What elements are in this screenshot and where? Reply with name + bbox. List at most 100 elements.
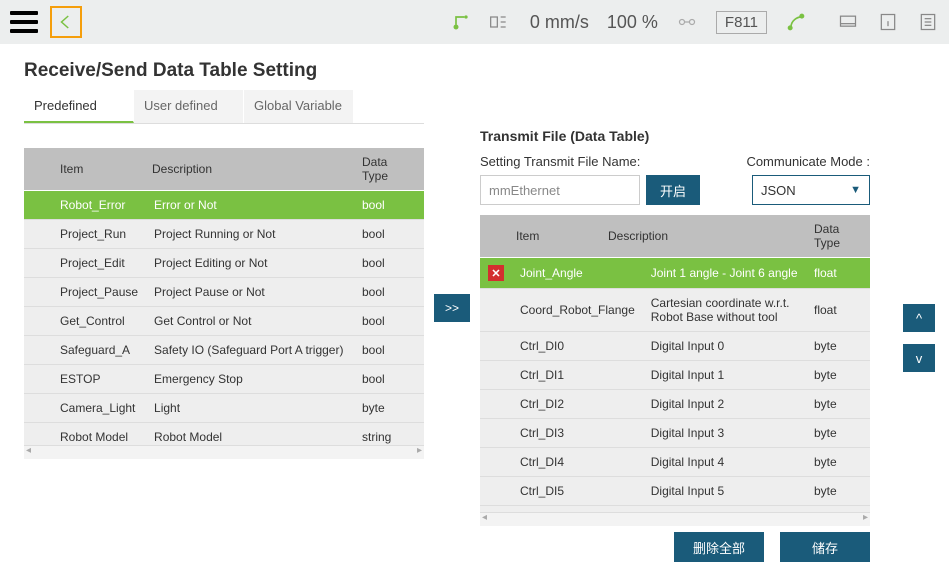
cell-type: byte [806, 390, 870, 419]
table-row[interactable]: Project_EditProject Editing or Notbool [24, 249, 424, 278]
transfer-button[interactable]: >> [434, 294, 470, 322]
cell-item: Ctrl_DI5 [512, 477, 643, 506]
table-row[interactable]: Ctrl_DI4Digital Input 4byte [480, 448, 870, 477]
table-row[interactable]: Ctrl_DI0Digital Input 0byte [480, 332, 870, 361]
tab-bar: PredefinedUser definedGlobal Variable [24, 90, 424, 124]
transmit-title: Transmit File (Data Table) [480, 128, 870, 144]
connection-icon [783, 9, 809, 35]
cell-desc: Digital Input 1 [643, 361, 806, 390]
cell-item: Get_Control [52, 307, 146, 336]
scrollbar[interactable] [24, 445, 424, 459]
comm-mode-value: JSON [761, 183, 796, 198]
cell-type: string [354, 423, 424, 446]
cell-desc: Safety IO (Safeguard Port A trigger) [146, 336, 354, 365]
list-icon[interactable] [917, 11, 939, 33]
comm-mode-label: Communicate Mode : [746, 154, 870, 169]
link-icon [674, 9, 700, 35]
table-row[interactable]: Safeguard_ASafety IO (Safeguard Port A t… [24, 336, 424, 365]
table-row[interactable]: Project_RunProject Running or Notbool [24, 220, 424, 249]
col-item: Item [508, 215, 600, 258]
status-code: F811 [716, 11, 767, 34]
cell-item: Ctrl_DI3 [512, 419, 643, 448]
cell-item: Project_Pause [52, 278, 146, 307]
table-row[interactable]: Get_ControlGet Control or Notbool [24, 307, 424, 336]
tab-predefined[interactable]: Predefined [24, 90, 134, 123]
cell-item: Camera_Light [52, 394, 146, 423]
table-row[interactable]: Ctrl_DI2Digital Input 2byte [480, 390, 870, 419]
cell-desc: Project Pause or Not [146, 278, 354, 307]
cell-type: byte [806, 361, 870, 390]
col-type: Data Type [354, 148, 424, 191]
table-row[interactable]: Robot_ErrorError or Notbool [24, 191, 424, 220]
cell-item: Safeguard_A [52, 336, 146, 365]
menu-icon[interactable] [10, 11, 38, 33]
cell-type: bool [354, 307, 424, 336]
cell-desc: Project Editing or Not [146, 249, 354, 278]
col-desc: Description [600, 215, 806, 258]
cell-item: Project_Run [52, 220, 146, 249]
cell-item: Project_Edit [52, 249, 146, 278]
top-bar: 0 mm/s 100 % F811 [0, 0, 949, 44]
cell-item: Ctrl_DI0 [512, 332, 643, 361]
table-row[interactable]: ✕ Joint_AngleJoint 1 angle - Joint 6 angl… [480, 258, 870, 289]
move-up-button[interactable]: ^ [903, 304, 935, 332]
cell-type: bool [354, 278, 424, 307]
delete-all-button[interactable]: 删除全部 [674, 532, 764, 562]
display-icon[interactable] [837, 11, 859, 33]
cell-item: Joint_Angle [512, 258, 643, 289]
speed-icon [486, 9, 512, 35]
selected-items-pane: Transmit File (Data Table) Setting Trans… [480, 128, 870, 562]
table-row[interactable]: Ctrl_DI1Digital Input 1byte [480, 361, 870, 390]
cell-desc: Digital Input 2 [643, 390, 806, 419]
cell-item: Ctrl_DI4 [512, 448, 643, 477]
cell-desc: Joint 1 angle - Joint 6 angle [643, 258, 806, 289]
cell-desc: Digital Input 3 [643, 419, 806, 448]
robot-status-icon [448, 9, 474, 35]
col-type: Data Type [806, 215, 870, 258]
move-down-button[interactable]: v [903, 344, 935, 372]
tab-global-variable[interactable]: Global Variable [244, 90, 354, 123]
table-row[interactable]: Camera_LightLightbyte [24, 394, 424, 423]
cell-desc: Emergency Stop [146, 365, 354, 394]
cell-desc: Digital Input 5 [643, 477, 806, 506]
save-button[interactable]: 储存 [780, 532, 870, 562]
open-button[interactable]: 开启 [646, 175, 700, 205]
cell-item: Ctrl_DI2 [512, 390, 643, 419]
filename-label: Setting Transmit File Name: [480, 154, 640, 169]
cell-item: ESTOP [52, 365, 146, 394]
table-row[interactable]: Ctrl_DI3Digital Input 3byte [480, 419, 870, 448]
tab-user-defined[interactable]: User defined [134, 90, 244, 123]
available-items-table: Item Description Data Type [24, 148, 424, 191]
cell-desc: Light [146, 394, 354, 423]
comm-mode-select[interactable]: JSON ▼ [752, 175, 870, 205]
table-row[interactable]: Project_PauseProject Pause or Notbool [24, 278, 424, 307]
col-desc: Description [144, 148, 354, 191]
delete-row-icon[interactable]: ✕ [488, 265, 504, 281]
info-icon[interactable] [877, 11, 899, 33]
table-row[interactable]: Ctrl_DI5Digital Input 5byte [480, 477, 870, 506]
cell-desc: Project Running or Not [146, 220, 354, 249]
available-items-pane: Item Description Data Type Robot_ErrorEr… [24, 128, 424, 459]
col-item: Item [52, 148, 144, 191]
back-button[interactable] [50, 6, 82, 38]
cell-type: bool [354, 336, 424, 365]
cell-desc: Digital Input 4 [643, 448, 806, 477]
table-row[interactable]: Robot ModelRobot Modelstring [24, 423, 424, 446]
table-row[interactable]: ESTOPEmergency Stopbool [24, 365, 424, 394]
filename-input[interactable] [480, 175, 640, 205]
scrollbar[interactable] [480, 512, 870, 526]
percent-value: 100 % [607, 12, 658, 33]
table-row[interactable]: Coord_Robot_FlangeCartesian coordinate w… [480, 289, 870, 332]
cell-desc: Error or Not [146, 191, 354, 220]
cell-item: Robot_Error [52, 191, 146, 220]
cell-desc: Cartesian coordinate w.r.t. Robot Base w… [643, 289, 806, 332]
chevron-down-icon: ▼ [850, 184, 861, 196]
cell-type: bool [354, 191, 424, 220]
cell-desc: Robot Model [146, 423, 354, 446]
cell-item: Robot Model [52, 423, 146, 446]
right-icon-group [837, 11, 939, 33]
cell-type: float [806, 258, 870, 289]
cell-type: float [806, 289, 870, 332]
cell-item: Ctrl_DI1 [512, 361, 643, 390]
cell-type: byte [806, 419, 870, 448]
